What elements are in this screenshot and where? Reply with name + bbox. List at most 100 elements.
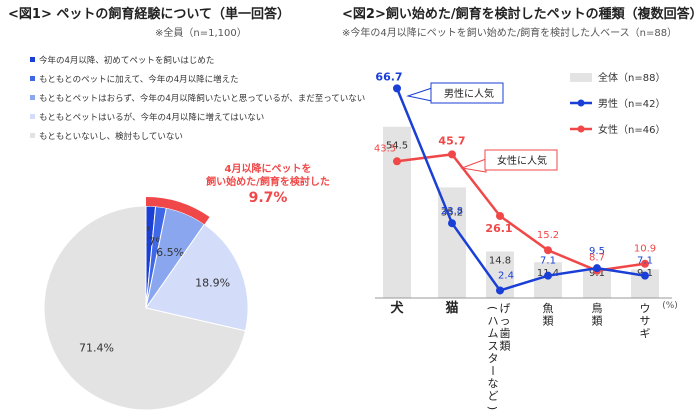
legend-label: 男性（n=42）: [598, 97, 665, 110]
category-char: 魚: [543, 302, 554, 315]
pie-slice: [145, 223, 249, 332]
pie-value-label: 18.9%: [195, 276, 230, 289]
unit-label: (%): [662, 301, 678, 311]
male-value-label: 7.1: [637, 256, 653, 267]
legend-item: もともとのペットに加えて、今年の4月以降に増えた: [30, 69, 360, 88]
category-char: ハ: [488, 315, 499, 328]
category-char: ど: [488, 390, 499, 403]
fig2-title: <図2>飼い始めた/飼育を検討したペットの種類（複数回答）: [342, 7, 700, 22]
callout-value: 9.7%: [249, 190, 288, 206]
series-point: [641, 271, 649, 280]
legend-swatch: [570, 73, 592, 82]
series-line: [396, 153, 646, 272]
callout-male-text: 男性に人気: [444, 87, 494, 100]
legend-item: もともといないし、検討もしていない: [30, 126, 360, 145]
female-value-label: 45.7: [438, 134, 465, 147]
bar-value-label: 14.8: [489, 255, 511, 266]
category-char: っ: [500, 315, 511, 328]
callout-female-box: [484, 149, 558, 171]
fig1-subtitle: ※全員（n=1,100）: [155, 28, 247, 39]
category-char: ム: [488, 327, 499, 340]
series-point: [641, 259, 649, 268]
legend-swatch: [30, 114, 35, 119]
fig1-title: <図1> ペットの飼育経験について（単一回答）: [8, 7, 290, 22]
legend-label: もともとペットはおらず、今年の4月以降飼いたいと思っているが、まだ至っていない: [39, 93, 366, 104]
pie-value-label: 71.4%: [79, 341, 114, 354]
category-label: 犬: [390, 300, 404, 316]
highlight-arc: [146, 197, 210, 225]
category-char: 鳥: [592, 301, 603, 315]
callout-male-box: [430, 82, 504, 104]
bar: [534, 262, 562, 298]
female-value-label: 8.7: [589, 253, 605, 264]
category-char: ギ: [640, 327, 651, 340]
bar: [438, 187, 466, 298]
category-char: 犬: [390, 300, 404, 316]
category-char: ー: [486, 365, 499, 376]
category-char: 歯: [500, 327, 511, 340]
series-point: [393, 84, 401, 93]
legend-swatch: [30, 57, 35, 62]
category-label: 鳥類: [592, 301, 603, 328]
category-char: タ: [488, 352, 499, 365]
legend-swatch: [30, 76, 35, 81]
category-char: 類: [543, 315, 554, 328]
series-point: [496, 286, 504, 295]
series-point: [393, 157, 401, 166]
category-char: ウ: [640, 302, 651, 315]
female-value-label: 43.5: [374, 143, 396, 154]
legend-label: 全体（n=88）: [598, 71, 665, 84]
legend-item: もともとペットはおらず、今年の4月以降飼いたいと思っているが、まだ至っていない: [30, 88, 365, 107]
category-char: 類: [500, 340, 511, 353]
category-label: 猫: [445, 300, 458, 316]
legend-swatch: [30, 133, 35, 138]
pie-value-label: 6.5%: [156, 246, 184, 259]
male-value-label: 2.4: [498, 270, 514, 281]
legend-label: もともとペットはいるが、今年の4月以降に増えてはいない: [39, 112, 265, 123]
pie-slice: [43, 205, 247, 411]
male-value-label: 7.1: [540, 256, 556, 267]
series-point: [544, 246, 552, 255]
callout-female-gap: [486, 151, 492, 169]
series-line: [395, 87, 646, 292]
series-point: [544, 271, 552, 280]
series-point: [496, 211, 504, 220]
category-char: 猫: [445, 300, 458, 316]
callout-male-gap: [432, 84, 438, 102]
legend-item: 今年の4月以降、初めてペットを飼いはじめた: [30, 50, 360, 69]
series-point: [448, 150, 456, 159]
category-char: 類: [592, 315, 603, 328]
bar-value-label: 35.2: [441, 207, 463, 218]
category-label: 魚類: [543, 302, 554, 328]
legend-swatch: [577, 99, 585, 107]
legend-item: もともとペットはいるが、今年の4月以降に増えてはいない: [30, 107, 360, 126]
category-char: げ: [500, 302, 511, 315]
female-value-label: 26.1: [485, 222, 512, 235]
male-value-label: 23.8: [441, 206, 463, 217]
bar-value-label: 54.5: [386, 141, 408, 152]
category-char: ): [486, 406, 499, 410]
legend-swatch: [577, 125, 585, 133]
male-value-label: 9.5: [589, 246, 605, 257]
legend-swatch: [30, 95, 35, 100]
callout-line2: 飼い始めた/飼育を検討した: [205, 175, 330, 188]
callout-male-pointer: [406, 87, 433, 102]
legend-label: もともとのペットに加えて、今年の4月以降に増えた: [39, 74, 239, 85]
legend-label: 女性（n=46）: [598, 123, 665, 136]
category-char: サ: [640, 315, 651, 328]
category-char: ス: [488, 340, 499, 353]
category-char: (: [486, 306, 499, 310]
fig1-legend: 今年の4月以降、初めてペットを飼いはじめた もともとのペットに加えて、今年の4月…: [30, 50, 365, 145]
series-point: [593, 264, 601, 273]
male-value-label: 66.7: [375, 70, 402, 83]
fig2-subtitle: ※今年の4月以降にペットを飼い始めた/飼育を検討した人ベース（n=88）: [342, 28, 678, 39]
bar: [383, 126, 411, 298]
legend-label: もともといないし、検討もしていない: [39, 131, 183, 142]
legend-label: 今年の4月以降、初めてペットを飼いはじめた: [39, 55, 215, 66]
category-label: ウサギ: [640, 302, 651, 340]
series-point: [448, 219, 456, 228]
category-char: な: [488, 377, 499, 390]
